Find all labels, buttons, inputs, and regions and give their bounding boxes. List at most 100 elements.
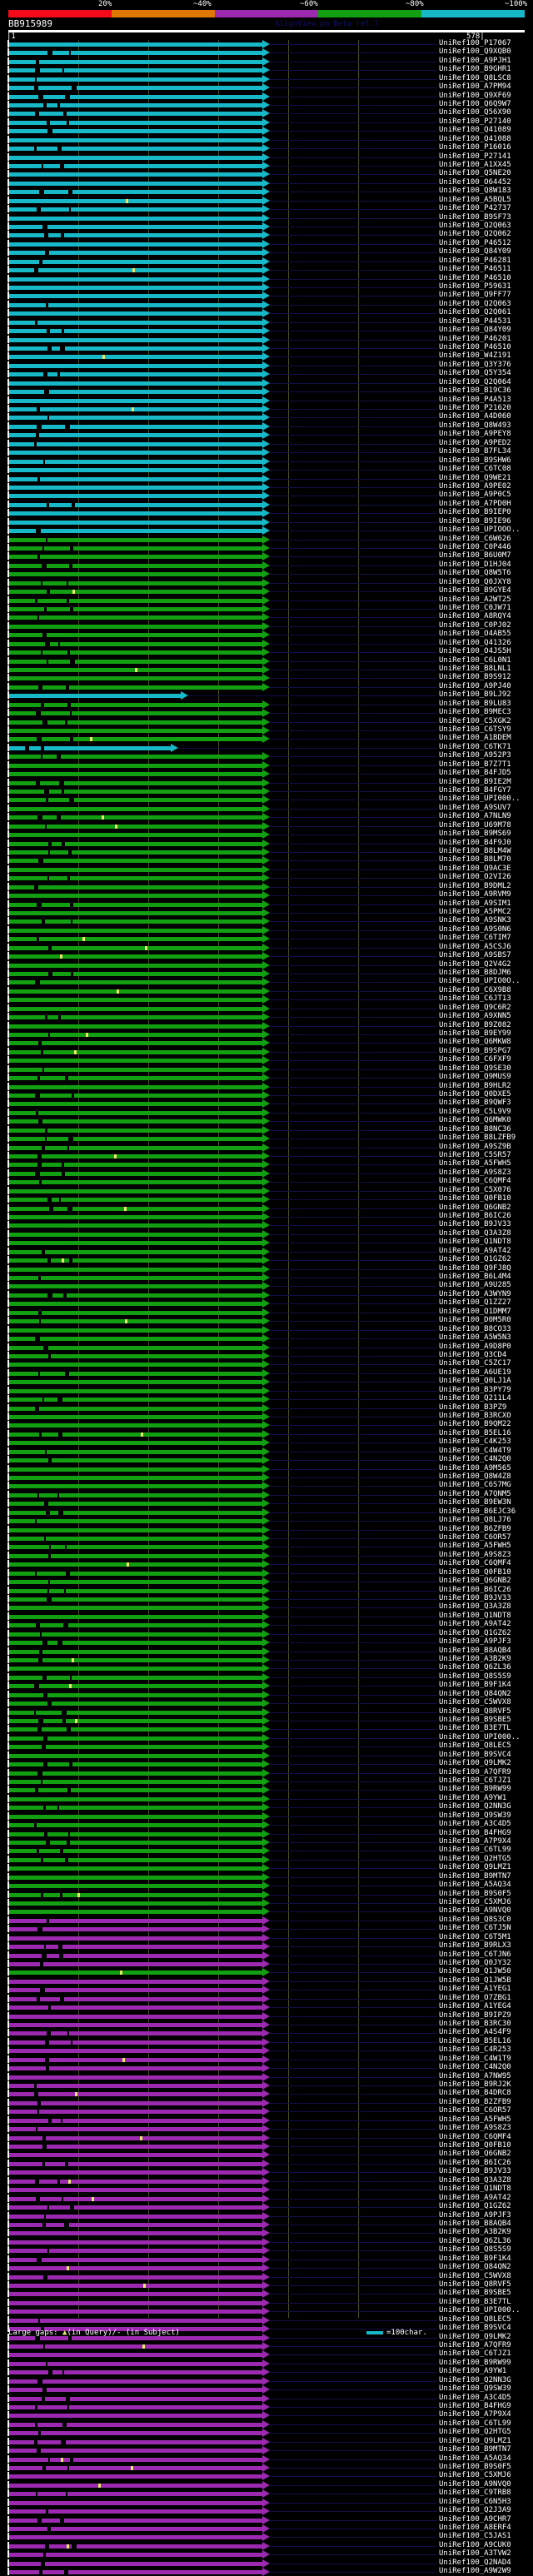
- hit-label[interactable]: UniRef100_C6QMF4: [439, 1177, 511, 1185]
- alignment-row[interactable]: [0, 1099, 533, 1108]
- hsp-bar[interactable]: [8, 1276, 263, 1280]
- hsp-bar[interactable]: [8, 642, 263, 646]
- alignment-row[interactable]: [0, 370, 533, 378]
- hit-label[interactable]: UniRef100_C6W626: [439, 535, 511, 543]
- alignment-row[interactable]: [0, 587, 533, 595]
- hit-label[interactable]: UniRef100_B9IEP0: [439, 508, 511, 516]
- alignment-row[interactable]: [0, 2212, 533, 2220]
- hit-label[interactable]: UniRef100_C6FXF9: [439, 1055, 511, 1064]
- hsp-bar[interactable]: [8, 2040, 263, 2045]
- alignment-row[interactable]: [0, 1734, 533, 1742]
- hsp-bar[interactable]: [8, 1154, 263, 1158]
- alignment-row[interactable]: [0, 2368, 533, 2376]
- hsp-bar[interactable]: [8, 564, 263, 568]
- hit-label[interactable]: UniRef100_Q6MWK0: [439, 1116, 511, 1124]
- hsp-bar[interactable]: [8, 1146, 263, 1150]
- hit-label[interactable]: UniRef100_Q2Q061: [439, 308, 511, 316]
- hsp-bar[interactable]: [8, 1945, 263, 1949]
- alignment-row[interactable]: [0, 101, 533, 109]
- hsp-bar[interactable]: [8, 1771, 263, 1776]
- hsp-bar[interactable]: [8, 581, 263, 585]
- alignment-row[interactable]: [0, 2568, 533, 2576]
- hsp-bar[interactable]: [8, 1258, 263, 1263]
- hsp-bar[interactable]: [8, 416, 263, 420]
- alignment-row[interactable]: [0, 822, 533, 830]
- hit-label[interactable]: UniRef100_C0P446: [439, 543, 511, 551]
- hsp-bar[interactable]: [8, 1537, 263, 1541]
- alignment-row[interactable]: [0, 361, 533, 370]
- alignment-row[interactable]: [0, 1465, 533, 1473]
- hit-label[interactable]: UniRef100_A9PEY8: [439, 430, 511, 438]
- hsp-bar[interactable]: [8, 790, 263, 794]
- hsp-bar[interactable]: [8, 1119, 263, 1124]
- hit-label[interactable]: UniRef100_A5BQL5: [439, 196, 511, 204]
- hit-label[interactable]: UniRef100_A5FWH5: [439, 1159, 511, 1168]
- hsp-bar[interactable]: [8, 720, 263, 725]
- hsp-bar[interactable]: [8, 2292, 263, 2296]
- hsp-bar[interactable]: [8, 147, 263, 151]
- hit-label[interactable]: UniRef100_Q9SW39: [439, 1811, 511, 1820]
- alignment-row[interactable]: [0, 526, 533, 535]
- hit-label[interactable]: UniRef100_A9AT42: [439, 2194, 511, 2202]
- hit-label[interactable]: UniRef100_A7QFR9: [439, 1768, 511, 1776]
- hit-label[interactable]: UniRef100_Q3A3Z8: [439, 2176, 511, 2185]
- hsp-bar[interactable]: [8, 1172, 263, 1176]
- hit-label[interactable]: UniRef100_B6ZFB9: [439, 1525, 511, 1533]
- hsp-bar[interactable]: [8, 1936, 263, 1941]
- hsp-bar[interactable]: [8, 850, 263, 855]
- hsp-bar[interactable]: [8, 2284, 263, 2288]
- hsp-bar[interactable]: [8, 989, 263, 994]
- hsp-bar[interactable]: [8, 2519, 263, 2523]
- alignment-row[interactable]: [0, 240, 533, 248]
- alignment-row[interactable]: [0, 1891, 533, 1899]
- hsp-bar[interactable]: [8, 1111, 263, 1115]
- alignment-row[interactable]: [0, 2472, 533, 2480]
- hsp-bar[interactable]: [8, 946, 263, 950]
- hit-label[interactable]: UniRef100_C5XGK2: [439, 717, 511, 725]
- hit-label[interactable]: UniRef100_Q8W493: [439, 421, 511, 430]
- hit-label[interactable]: UniRef100_Q3A3Z8: [439, 1602, 511, 1611]
- hit-label[interactable]: UniRef100_C6OR57: [439, 1533, 511, 1542]
- alignment-row[interactable]: [0, 387, 533, 396]
- hsp-bar[interactable]: [8, 521, 263, 525]
- hsp-bar[interactable]: [8, 112, 263, 116]
- hsp-bar[interactable]: [8, 425, 263, 429]
- hit-label[interactable]: UniRef100_C6TIM7: [439, 934, 511, 942]
- alignment-row[interactable]: [0, 83, 533, 92]
- hit-label[interactable]: UniRef100_C4W4T9: [439, 1447, 511, 1455]
- hit-label[interactable]: UniRef100_Q5Y354: [439, 369, 511, 377]
- hit-label[interactable]: UniRef100_A8RQY4: [439, 612, 511, 620]
- hsp-bar[interactable]: [8, 399, 263, 403]
- hit-label[interactable]: UniRef100_Q0FB10: [439, 1568, 511, 1577]
- alignment-row[interactable]: [0, 2003, 533, 2011]
- hit-label[interactable]: UniRef100_B9SVC4: [439, 2324, 511, 2332]
- hit-label[interactable]: UniRef100_A9PJF3: [439, 1637, 511, 1646]
- hit-label[interactable]: UniRef100_B9LU83: [439, 700, 511, 708]
- hsp-bar[interactable]: [8, 2005, 263, 2010]
- hsp-bar[interactable]: [8, 381, 263, 386]
- hsp-bar[interactable]: [8, 764, 263, 768]
- hsp-bar[interactable]: [8, 807, 263, 811]
- hit-label[interactable]: UniRef100_Q1GZ62: [439, 1255, 511, 1263]
- hsp-bar[interactable]: [8, 1676, 263, 1680]
- alignment-row[interactable]: [0, 1717, 533, 1725]
- alignment-row[interactable]: [0, 1360, 533, 1368]
- hit-label[interactable]: UniRef100_A2WT25: [439, 595, 511, 604]
- alignment-row[interactable]: [0, 257, 533, 266]
- hit-label[interactable]: UniRef100_C6OR57: [439, 2106, 511, 2115]
- hsp-bar[interactable]: [8, 1311, 263, 1315]
- alignment-row[interactable]: [0, 1291, 533, 1299]
- hit-label[interactable]: UniRef100_Q0JY32: [439, 1959, 511, 1967]
- hsp-bar[interactable]: [8, 842, 263, 846]
- hsp-bar[interactable]: [8, 1198, 263, 1202]
- alignment-row[interactable]: [0, 2238, 533, 2246]
- alignment-row[interactable]: [0, 2429, 533, 2437]
- hsp-bar[interactable]: [8, 1667, 263, 1671]
- alignment-row[interactable]: [0, 2046, 533, 2055]
- alignment-row[interactable]: [0, 187, 533, 196]
- hsp-bar[interactable]: [8, 190, 263, 194]
- hit-label[interactable]: UniRef100_C6TJ5N: [439, 1924, 511, 1932]
- hsp-bar[interactable]: [8, 1641, 263, 1645]
- alignment-row[interactable]: [0, 1282, 533, 1290]
- hit-label[interactable]: UniRef100_B9JV33: [439, 1594, 511, 1602]
